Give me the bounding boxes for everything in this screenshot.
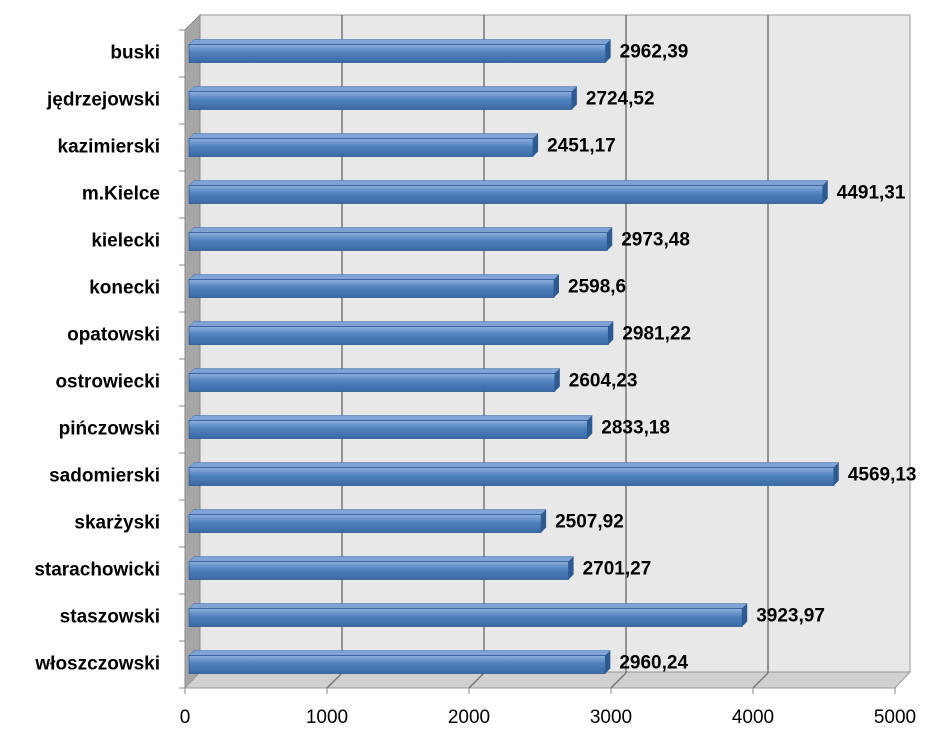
data-label: 2962,39 — [620, 42, 689, 63]
data-label: 2724,52 — [586, 89, 655, 110]
bar-end — [533, 133, 539, 157]
data-label: 2598,6 — [568, 277, 626, 298]
y-tick-label: staszowski — [60, 607, 160, 628]
bar-top — [188, 650, 611, 656]
y-tick-label: sadomierski — [49, 466, 160, 487]
bar-top — [188, 509, 547, 515]
bar — [188, 420, 588, 439]
y-tick-label: pińczowski — [59, 419, 160, 440]
bar-end — [541, 509, 547, 533]
data-label: 2451,17 — [547, 136, 616, 157]
bar — [188, 279, 555, 298]
bar-end — [833, 462, 839, 486]
y-tick-label: m.Kielce — [82, 184, 160, 205]
bar-top — [188, 274, 560, 280]
data-label: 2507,92 — [555, 512, 624, 533]
data-label: 2604,23 — [569, 371, 638, 392]
bar — [188, 514, 542, 533]
bar-end — [608, 321, 614, 345]
bar — [188, 185, 824, 204]
y-tick-label: jędrzejowski — [46, 90, 160, 111]
bar-top — [188, 180, 829, 186]
floor — [183, 671, 912, 689]
bar — [188, 232, 608, 251]
grid-line — [326, 672, 343, 689]
data-label: 2981,22 — [622, 324, 691, 345]
bar-end — [554, 274, 560, 298]
bar-end — [742, 603, 748, 627]
y-tick-label: ostrowiecki — [55, 372, 160, 393]
grid-line — [752, 672, 769, 689]
bar — [188, 655, 606, 674]
bar-end — [607, 227, 613, 251]
y-tick-label: kazimierski — [58, 137, 160, 158]
x-tick-label: 3000 — [590, 707, 632, 728]
bar-top — [188, 227, 613, 233]
bar-top — [188, 368, 561, 374]
y-tick-label: opatowski — [67, 325, 160, 346]
bar-end — [605, 39, 611, 63]
data-label: 4569,13 — [848, 465, 917, 486]
bar-end — [822, 180, 828, 204]
grid-line — [610, 672, 627, 689]
data-label: 2701,27 — [583, 559, 652, 580]
bar-top — [188, 415, 593, 421]
x-tick-label: 5000 — [874, 707, 916, 728]
y-tick-label: włoszczowski — [34, 654, 160, 675]
grid-line — [468, 672, 485, 689]
data-label: 2960,24 — [619, 653, 688, 674]
bar — [188, 91, 573, 110]
bar — [188, 138, 534, 157]
bar — [188, 44, 607, 63]
bar — [188, 467, 835, 486]
bar-end — [571, 86, 577, 110]
bar — [188, 373, 556, 392]
side-wall — [184, 13, 201, 690]
bar-top — [188, 321, 614, 327]
bar-top — [188, 133, 539, 139]
y-tick-label: konecki — [89, 278, 160, 299]
data-label: 2973,48 — [621, 230, 690, 251]
bar-end — [554, 368, 560, 392]
data-label: 3923,97 — [756, 606, 825, 627]
bar-top — [188, 603, 748, 609]
x-tick-label: 1000 — [306, 707, 348, 728]
bar-end — [587, 415, 593, 439]
bar — [188, 561, 569, 580]
y-tick-label: starachowicki — [34, 560, 160, 581]
data-label: 2833,18 — [601, 418, 670, 439]
y-tick-label: skarżyski — [74, 513, 160, 534]
bar — [188, 608, 743, 627]
bar-end — [568, 556, 574, 580]
bar-top — [188, 86, 578, 92]
y-tick-label: kielecki — [91, 231, 160, 252]
bar-top — [188, 462, 840, 468]
x-tick-label: 2000 — [448, 707, 490, 728]
x-tick-label: 4000 — [732, 707, 774, 728]
x-tick-label: 0 — [180, 707, 191, 728]
bar — [188, 326, 609, 345]
bar-top — [188, 39, 612, 45]
data-label: 4491,31 — [837, 183, 906, 204]
bar-end — [605, 650, 611, 674]
bar-top — [188, 556, 575, 562]
y-tick-label: buski — [110, 43, 160, 64]
